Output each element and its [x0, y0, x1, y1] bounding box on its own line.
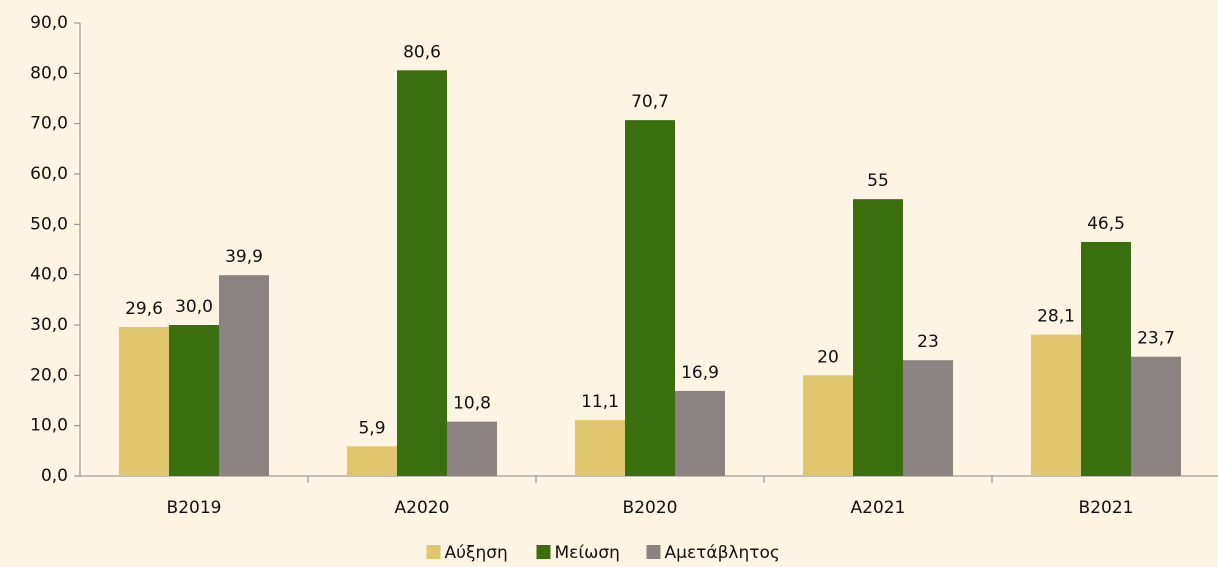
value-label: 11,1: [581, 392, 619, 412]
value-label: 29,6: [125, 299, 163, 319]
y-tick-label: 90,0: [30, 13, 68, 33]
bar: [219, 275, 269, 476]
bar: [575, 420, 625, 476]
x-tick-label: B2019: [167, 498, 222, 518]
y-tick-label: 80,0: [30, 63, 68, 83]
x-tick-label: A2020: [395, 498, 450, 518]
bar: [169, 325, 219, 476]
y-tick-label: 60,0: [30, 164, 68, 184]
bar: [903, 360, 953, 476]
legend-label: Αμετάβλητος: [665, 543, 780, 563]
value-label: 5,9: [358, 418, 385, 438]
legend-label: Μείωση: [555, 543, 620, 563]
value-label: 46,5: [1087, 214, 1125, 234]
x-tick-label: A2021: [851, 498, 906, 518]
bar: [447, 421, 497, 476]
value-label: 23: [917, 332, 939, 352]
bar: [397, 70, 447, 477]
bar: [625, 120, 675, 476]
bar: [347, 446, 397, 476]
value-label: 20: [817, 347, 839, 367]
legend-swatch: [646, 545, 661, 559]
value-label: 70,7: [631, 92, 669, 112]
bar: [1081, 241, 1131, 476]
value-label: 30,0: [175, 297, 213, 317]
y-tick-label: 40,0: [30, 265, 68, 285]
bar: [853, 199, 903, 476]
value-label: 16,9: [681, 363, 719, 383]
y-tick-label: 50,0: [30, 214, 68, 234]
legend-swatch: [426, 545, 441, 559]
value-label: 39,9: [225, 247, 263, 267]
x-tick-label: B2020: [623, 498, 678, 518]
bar: [1031, 334, 1081, 476]
value-label: 80,6: [403, 42, 441, 62]
y-tick-label: 10,0: [30, 416, 68, 436]
value-label: 10,8: [453, 394, 491, 414]
legend-swatch: [536, 545, 551, 559]
bar: [675, 390, 725, 476]
value-label: 23,7: [1137, 329, 1175, 349]
bar: [119, 327, 169, 476]
y-tick-label: 70,0: [30, 114, 68, 134]
bar: [1131, 356, 1181, 476]
x-tick-label: B2021: [1079, 498, 1134, 518]
value-label: 55: [867, 171, 889, 191]
bar: [803, 375, 853, 476]
value-label: 28,1: [1037, 307, 1075, 327]
y-tick-label: 0,0: [41, 466, 68, 486]
y-tick-label: 30,0: [30, 315, 68, 335]
legend-label: Αύξηση: [445, 543, 508, 563]
y-tick-label: 20,0: [30, 365, 68, 385]
